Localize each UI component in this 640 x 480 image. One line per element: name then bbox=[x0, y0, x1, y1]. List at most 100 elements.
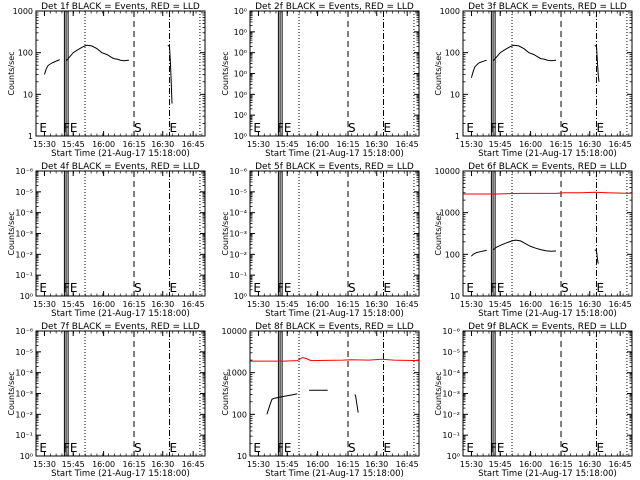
x-tick-label: 16:15 bbox=[549, 460, 572, 469]
plot-frame bbox=[249, 330, 420, 457]
series-line-2 bbox=[266, 393, 298, 415]
plot-frame bbox=[35, 330, 206, 457]
x-tick-label: 15:30 bbox=[460, 300, 483, 309]
y-tick-label: 10⁻¹ bbox=[15, 431, 33, 440]
y-axis-label: Counts/sec bbox=[7, 51, 16, 95]
y-axis-label: Counts/sec bbox=[434, 51, 443, 95]
x-tick-label: 16:45 bbox=[182, 460, 205, 469]
y-tick-label: 10⁻⁶ bbox=[442, 327, 460, 336]
y-tick-label: 10⁻² bbox=[15, 250, 33, 259]
y-tick-label: 10⁰ bbox=[234, 90, 247, 99]
series-line-4 bbox=[354, 394, 359, 413]
x-tick-label: 15:45 bbox=[62, 140, 85, 149]
x-axis-label: Start Time (21-Aug-17 15:18:00) bbox=[478, 149, 617, 159]
x-tick-label: 15:30 bbox=[247, 460, 270, 469]
x-tick-label: 15:45 bbox=[489, 140, 512, 149]
event-marker-label: FE bbox=[277, 441, 291, 455]
x-tick-label: 16:00 bbox=[519, 140, 542, 149]
y-tick-label: 10⁰ bbox=[447, 452, 460, 461]
y-tick-label: 100 bbox=[18, 49, 33, 58]
plot-frame bbox=[249, 10, 420, 137]
x-tick-label: 16:30 bbox=[151, 300, 174, 309]
x-tick-label: 16:15 bbox=[122, 460, 145, 469]
x-tick-label: 15:45 bbox=[276, 140, 299, 149]
x-tick-label: 16:45 bbox=[396, 460, 419, 469]
x-tick-label: 15:45 bbox=[276, 460, 299, 469]
plot-frame bbox=[462, 330, 633, 457]
series-line-3 bbox=[493, 239, 557, 252]
event-marker-label: E bbox=[39, 281, 47, 295]
x-tick-label: 16:30 bbox=[365, 300, 388, 309]
plot-frame bbox=[35, 10, 206, 137]
x-tick-label: 16:15 bbox=[336, 300, 359, 309]
x-tick-label: 15:30 bbox=[247, 140, 270, 149]
y-tick-label: 10⁰ bbox=[234, 70, 247, 79]
y-tick-label: 1 bbox=[455, 132, 460, 141]
x-tick-label: 16:15 bbox=[549, 140, 572, 149]
y-tick-label: 1000 bbox=[13, 7, 33, 16]
series-line-1 bbox=[250, 357, 419, 362]
x-tick-label: 16:30 bbox=[578, 460, 601, 469]
y-tick-label: 100 bbox=[445, 49, 460, 58]
x-tick-label: 15:45 bbox=[489, 300, 512, 309]
panel-title: Det 2f BLACK = Events, RED = LLD bbox=[255, 2, 414, 12]
y-tick-label: 10000 bbox=[222, 327, 247, 336]
panel-5: Det 5f BLACK = Events, RED = LLD 10⁰ 10⁻¹ 1… bbox=[221, 162, 420, 319]
event-marker-label: S bbox=[348, 121, 356, 135]
x-tick-label: 16:00 bbox=[92, 140, 115, 149]
y-axis-label: Counts/sec bbox=[7, 211, 16, 255]
x-tick-label: 16:45 bbox=[396, 300, 419, 309]
event-marker-label: E bbox=[39, 121, 47, 135]
y-tick-label: 10⁻⁴ bbox=[442, 369, 460, 378]
x-tick-label: 16:15 bbox=[336, 140, 359, 149]
y-tick-label: 10⁻⁵ bbox=[15, 188, 33, 197]
y-tick-label: 10⁻⁵ bbox=[15, 348, 33, 357]
y-tick-label: 10⁻² bbox=[229, 250, 247, 259]
y-tick-label: 10⁰ bbox=[20, 452, 33, 461]
y-tick-label: 10⁻³ bbox=[15, 390, 33, 399]
panel-title: Det 9f BLACK = Events, RED = LLD bbox=[468, 322, 627, 332]
series-line-2 bbox=[471, 249, 487, 257]
x-tick-label: 16:45 bbox=[609, 460, 632, 469]
panel-3: Det 3f BLACK = Events, RED = LLD 1 10 100 10… bbox=[434, 2, 633, 159]
y-tick-label: 10⁻³ bbox=[442, 390, 460, 399]
x-tick-label: 16:30 bbox=[151, 140, 174, 149]
event-marker-label: E bbox=[384, 121, 392, 135]
x-tick-label: 16:30 bbox=[365, 140, 388, 149]
x-tick-label: 16:15 bbox=[122, 140, 145, 149]
y-tick-label: 10⁻² bbox=[442, 410, 460, 419]
y-axis-label: Counts/sec bbox=[221, 51, 230, 95]
y-tick-label: 10⁻¹ bbox=[442, 431, 460, 440]
y-tick-label: 10⁰ bbox=[234, 7, 247, 16]
x-axis-label: Start Time (21-Aug-17 15:18:00) bbox=[51, 309, 190, 319]
x-tick-label: 15:45 bbox=[62, 300, 85, 309]
event-marker-label: S bbox=[348, 281, 356, 295]
panel-9: Det 9f BLACK = Events, RED = LLD 10⁰ 10⁻¹ 1… bbox=[434, 322, 633, 479]
plot-frame bbox=[249, 170, 420, 297]
y-tick-label: 10⁰ bbox=[234, 132, 247, 141]
y-tick-label: 10 bbox=[450, 90, 460, 99]
y-tick-label: 10 bbox=[23, 90, 33, 99]
plot-frame bbox=[35, 170, 206, 297]
y-axis-label: Counts/sec bbox=[7, 371, 16, 415]
event-marker-label: E bbox=[466, 121, 474, 135]
x-tick-label: 16:00 bbox=[306, 140, 329, 149]
x-axis-label: Start Time (21-Aug-17 15:18:00) bbox=[51, 149, 190, 159]
y-tick-label: 10⁻⁴ bbox=[15, 369, 33, 378]
y-tick-label: 10⁻⁵ bbox=[442, 348, 460, 357]
x-tick-label: 16:00 bbox=[306, 300, 329, 309]
event-marker-label: E bbox=[253, 441, 261, 455]
event-marker-label: FE bbox=[490, 281, 504, 295]
panel-1: Det 1f BLACK = Events, RED = LLD 1 10 100 10… bbox=[7, 2, 206, 159]
panel-title: Det 6f BLACK = Events, RED = LLD bbox=[468, 162, 627, 172]
event-marker-label: FE bbox=[490, 441, 504, 455]
x-tick-label: 16:30 bbox=[365, 460, 388, 469]
event-marker-label: E bbox=[597, 121, 605, 135]
y-axis-label: Counts/sec bbox=[221, 211, 230, 255]
panel-title: Det 3f BLACK = Events, RED = LLD bbox=[468, 2, 627, 12]
event-marker-label: FE bbox=[63, 121, 77, 135]
x-tick-label: 16:45 bbox=[182, 140, 205, 149]
x-tick-label: 15:30 bbox=[33, 140, 56, 149]
series-line-1 bbox=[470, 59, 487, 78]
